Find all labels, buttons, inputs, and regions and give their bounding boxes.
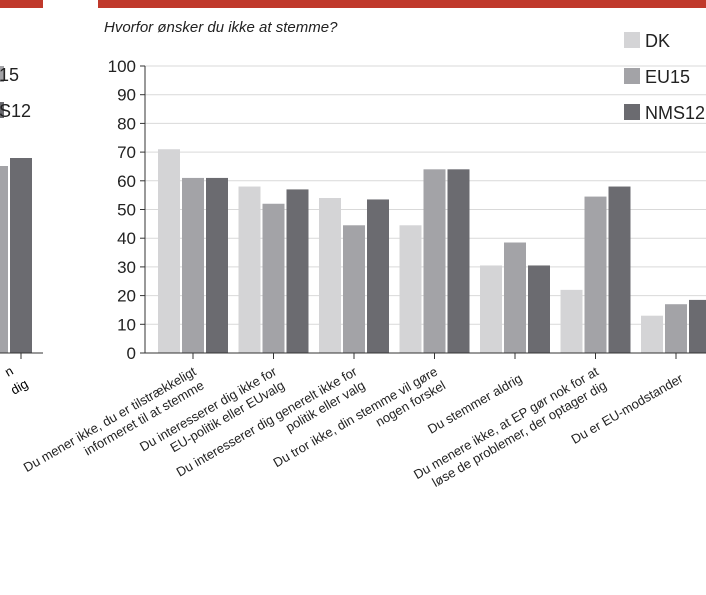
bar-eu15-2 — [262, 203, 285, 353]
legend-swatch-eu15 — [624, 68, 640, 84]
y-tick-label: 80 — [117, 114, 136, 133]
x-tick-label-line: Du mener ikke, du er tilstrækkeligt — [21, 363, 199, 474]
bar-dk-7 — [641, 315, 663, 353]
bar-eu15-6 — [584, 196, 607, 353]
y-tick-label: 40 — [117, 229, 136, 248]
legend-swatch-dk — [624, 32, 640, 48]
bar-nms12-3 — [367, 199, 389, 353]
bar-dk-3 — [319, 198, 341, 353]
left-panel: 15 S12 n dig — [0, 65, 43, 398]
y-tick-label: 100 — [108, 57, 136, 76]
right-accent-bar — [98, 0, 706, 8]
bar-dk-2 — [238, 186, 261, 353]
left-legend-label-nms12: S12 — [0, 101, 31, 121]
legend-swatch-nms12 — [624, 104, 640, 120]
y-tick-label: 60 — [117, 172, 136, 191]
y-tick-label: 50 — [117, 201, 136, 220]
bars — [158, 149, 706, 353]
bar-nms12-6 — [608, 186, 631, 353]
bar-dk-1 — [158, 149, 180, 353]
legend-label-eu15: EU15 — [645, 67, 690, 87]
chart-title: Hvorfor ønsker du ikke at stemme? — [104, 19, 338, 36]
x-axis-ticks: Du mener ikke, du er tilstrækkeligtinfor… — [21, 353, 686, 490]
left-bar-nms12 — [10, 158, 32, 353]
bar-dk-5 — [480, 265, 502, 353]
y-tick-label: 0 — [127, 344, 136, 363]
bar-nms12-7 — [689, 299, 706, 353]
y-tick-label: 20 — [117, 287, 136, 306]
y-tick-label: 90 — [117, 86, 136, 105]
bar-dk-6 — [560, 289, 583, 353]
legend-label-dk: DK — [645, 31, 670, 51]
bar-eu15-1 — [182, 177, 204, 353]
left-legend-swatch-eu15 — [0, 66, 4, 82]
legend-label-nms12: NMS12 — [645, 103, 705, 123]
y-tick-label: 70 — [117, 143, 136, 162]
left-accent-bar — [0, 0, 43, 8]
bar-eu15-3 — [343, 225, 365, 353]
bar-dk-4 — [399, 225, 422, 353]
y-tick-label: 10 — [117, 315, 136, 334]
bar-eu15-4 — [423, 169, 446, 353]
y-tick-label: 30 — [117, 258, 136, 277]
left-legend-label-eu15: 15 — [0, 65, 19, 85]
bar-eu15-5 — [504, 242, 526, 353]
bar-nms12-1 — [206, 177, 228, 353]
left-legend-swatch-nms12 — [0, 102, 4, 118]
bar-nms12-2 — [286, 189, 309, 353]
left-tick-label-1: n — [2, 363, 16, 380]
legend: DK EU15 NMS12 — [624, 31, 705, 123]
bar-eu15-7 — [665, 304, 687, 353]
y-axis-ticks: 0 10 20 30 40 50 60 70 80 90 100 — [108, 57, 145, 363]
left-bar-eu15 — [0, 166, 8, 353]
left-tick-label-2: dig — [8, 376, 31, 398]
bar-nms12-4 — [447, 169, 470, 353]
bar-nms12-5 — [528, 265, 550, 353]
